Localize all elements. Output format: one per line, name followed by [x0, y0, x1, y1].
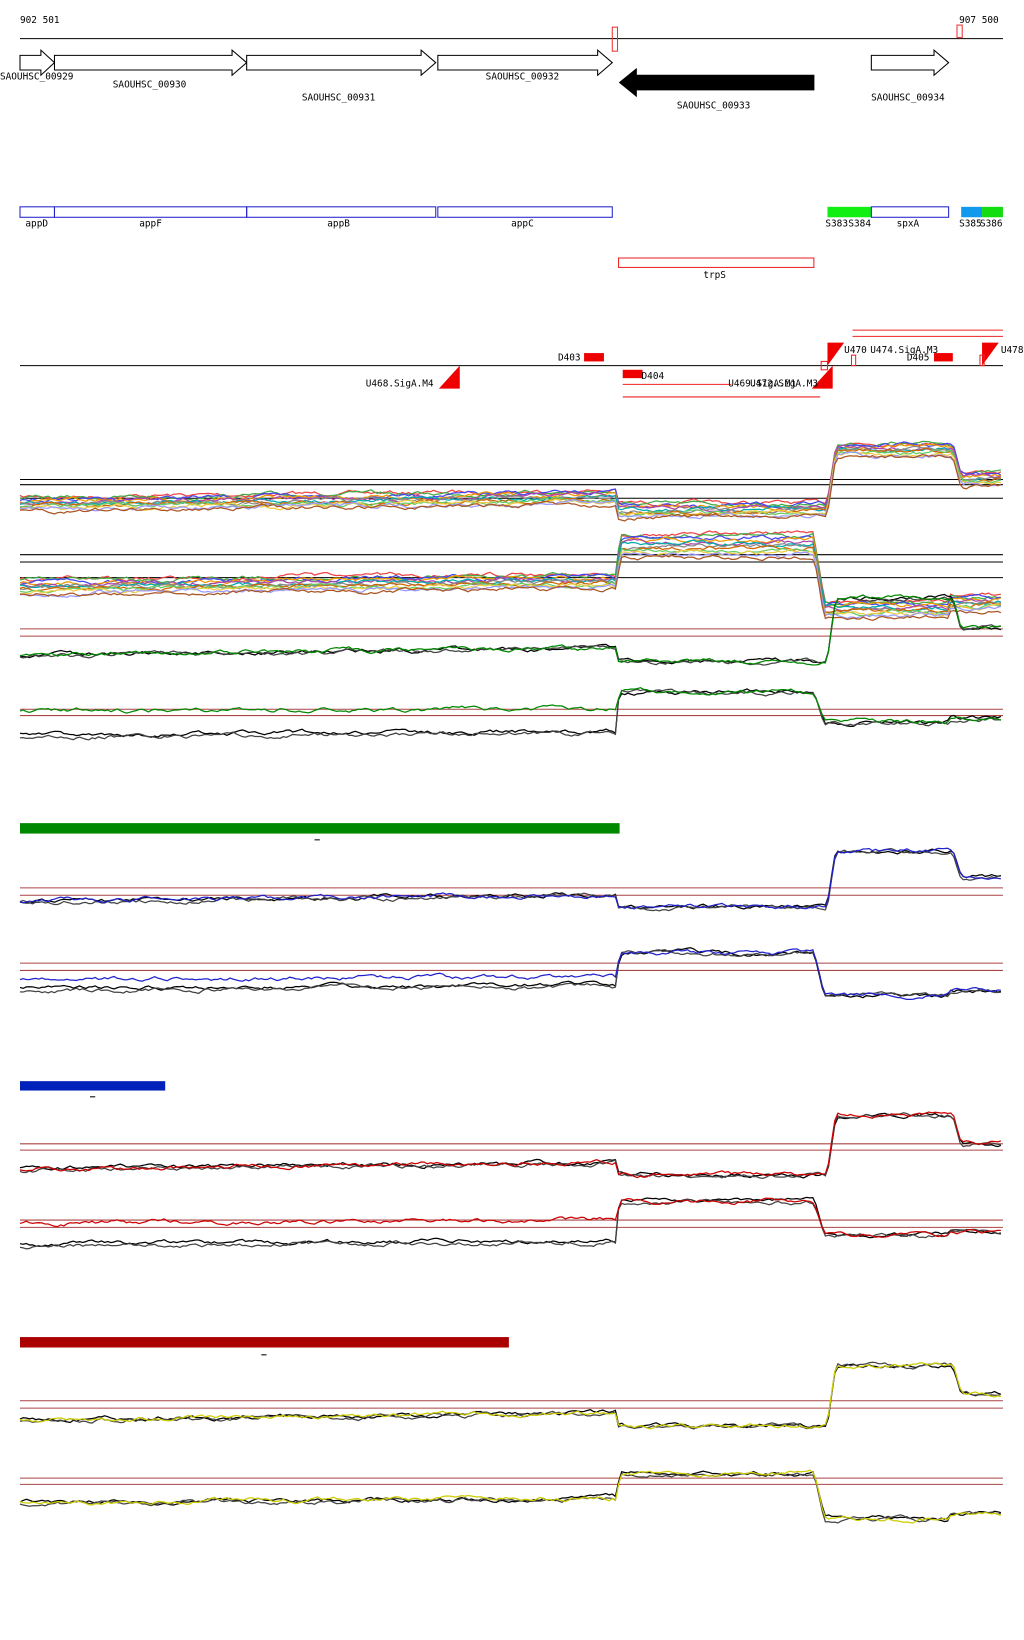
feature-label: appD — [25, 219, 48, 230]
gene-label: SAOUHSC_00931 — [302, 92, 376, 103]
genes — [19, 48, 950, 98]
profile-line — [19, 948, 1001, 1000]
profile-line — [19, 848, 1002, 910]
profile-line — [19, 1470, 1002, 1523]
element-label: U469.SigA.M1 — [728, 378, 796, 389]
profile-line — [19, 1469, 1002, 1524]
gene-label: SAOUHSC_00930 — [113, 80, 187, 91]
profile-line — [19, 451, 1001, 520]
profile-line — [19, 688, 1001, 741]
profile-line — [19, 1363, 1002, 1429]
tracks — [19, 440, 1003, 1524]
gene-arrow — [437, 49, 614, 77]
feature — [437, 206, 613, 218]
profile-line — [19, 453, 1002, 522]
features — [19, 206, 1003, 268]
profile-line — [19, 847, 1001, 910]
gene-label: SAOUHSC_00934 — [871, 92, 945, 103]
marker — [611, 26, 619, 52]
profile-line — [19, 1361, 1002, 1430]
profile-line — [19, 947, 1002, 999]
element-label: D404 — [642, 371, 665, 382]
feature-label: appC — [511, 219, 534, 230]
condition-bar — [20, 1337, 509, 1348]
feature — [618, 257, 815, 268]
feature — [961, 206, 983, 218]
element-label: D403 — [558, 352, 581, 363]
elements — [19, 329, 1003, 398]
profile-line — [19, 1112, 1001, 1180]
feature — [870, 206, 950, 218]
feature-label: trpS — [703, 270, 726, 281]
condition-bar — [20, 1081, 166, 1091]
feature — [19, 206, 55, 218]
gene-label: SAOUHSC_00933 — [677, 101, 751, 112]
profile-line — [19, 539, 1002, 612]
profile-line — [19, 1197, 1001, 1238]
feature-label: appB — [327, 219, 350, 230]
profile-line — [19, 688, 1002, 738]
feature-label: spxA — [897, 219, 920, 230]
gene-arrow — [19, 48, 56, 77]
element-label: U478 — [1001, 345, 1024, 356]
profile-line — [19, 551, 1002, 620]
feature — [982, 206, 1003, 218]
profile-line — [19, 445, 1002, 515]
profile-line — [19, 1472, 1002, 1524]
profile-line — [19, 686, 1002, 725]
profile-line — [19, 530, 1001, 605]
feature — [827, 206, 872, 218]
feature — [246, 206, 437, 218]
element-label: D405 — [907, 352, 930, 363]
element-label: U472.SigA.M3 — [750, 378, 818, 389]
element-label: U470 — [844, 345, 867, 356]
feature — [53, 206, 248, 218]
ruler: 902 501 907 500 — [19, 15, 1003, 52]
profile-line — [19, 847, 1001, 912]
profile-line — [19, 949, 1001, 998]
profile-line — [19, 532, 1001, 606]
feature-label: S383 — [825, 219, 848, 230]
gene-arrow — [618, 67, 815, 98]
feature-label: S385 — [959, 219, 982, 230]
profile-line — [19, 1198, 1001, 1250]
dashes — [89, 839, 320, 1356]
feature-label: appF — [139, 219, 162, 230]
gene-arrow — [870, 49, 950, 77]
profile-line — [19, 1362, 1002, 1430]
profile-line — [19, 538, 1002, 612]
element-label: U474.SigA.M3 — [870, 345, 938, 356]
feature-label: S384 — [848, 219, 871, 230]
ruler-start: 902 501 — [20, 15, 60, 26]
condition-bar — [20, 823, 620, 834]
marker — [956, 24, 963, 39]
gene-label: SAOUHSC_00932 — [486, 71, 560, 82]
gene-label: SAOUHSC_00929 — [0, 71, 74, 82]
profile-line — [19, 534, 1001, 607]
profile-line — [19, 1111, 1002, 1179]
profile-line — [19, 548, 1001, 617]
gene-arrow — [53, 49, 248, 77]
feature-label: S386 — [980, 219, 1003, 230]
profile-line — [19, 554, 1002, 622]
element-label: U468.SigA.M4 — [366, 378, 434, 389]
profile-line — [19, 594, 1001, 666]
ruler-end: 907 500 — [959, 15, 999, 26]
gene-arrow — [246, 49, 437, 77]
